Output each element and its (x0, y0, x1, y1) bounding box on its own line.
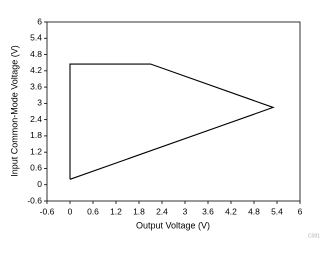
y-tick-label: 3 (37, 98, 42, 108)
y-tick-label: 5.4 (30, 33, 42, 43)
x-tick-label: 6 (298, 206, 303, 216)
x-tick-label: 5.4 (271, 206, 283, 216)
y-tick-label: 4.2 (30, 65, 42, 75)
y-tick-label: 4.8 (30, 49, 42, 59)
y-tick-label: 1.8 (30, 130, 42, 140)
x-tick-label: 1.8 (133, 206, 145, 216)
y-tick-label: 1.2 (30, 146, 42, 156)
y-tick-label: 3.6 (30, 81, 42, 91)
x-tick-label: -0.6 (40, 206, 55, 216)
y-axis-title: Input Common-Mode Voltage (V) (9, 45, 19, 177)
y-tick-label: 2.4 (30, 114, 42, 124)
figure-id: C001 (308, 233, 320, 239)
x-tick-label: 4.8 (248, 206, 260, 216)
x-axis-title: Output Voltage (V) (136, 220, 210, 230)
x-tick-label: 2.4 (156, 206, 168, 216)
x-tick-label: 3.6 (202, 206, 214, 216)
x-tick-label: 0 (68, 206, 73, 216)
y-tick-label: 6 (37, 16, 42, 26)
y-tick-label: 0 (37, 179, 42, 189)
y-tick-label: 0.6 (30, 163, 42, 173)
x-tick-label: 1.2 (110, 206, 122, 216)
y-tick-label: -0.6 (27, 195, 42, 205)
plot-frame (46, 21, 301, 202)
x-tick-label: 4.2 (225, 206, 237, 216)
x-tick-label: 0.6 (87, 206, 99, 216)
x-tick-label: 3 (183, 206, 188, 216)
data-line (69, 63, 275, 180)
